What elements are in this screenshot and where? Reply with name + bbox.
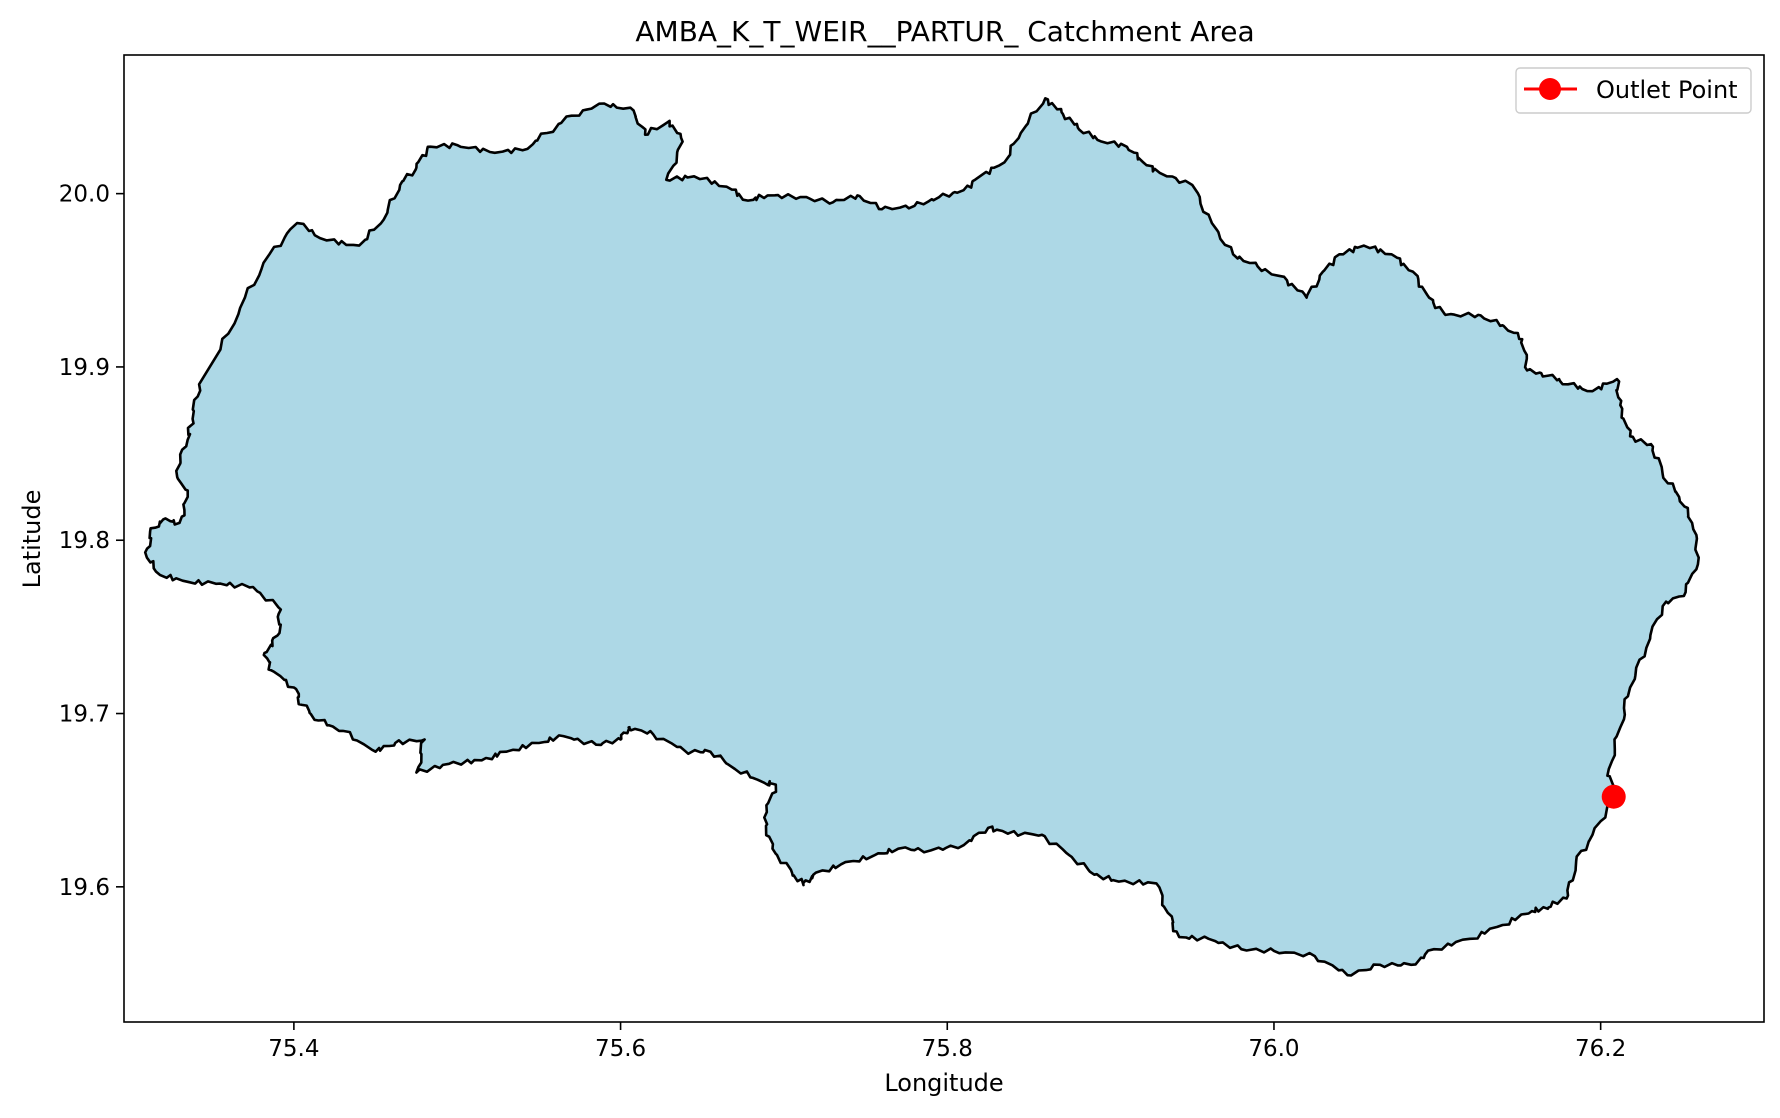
legend-box xyxy=(1515,67,1752,114)
y-tick-label: 19.8 xyxy=(59,528,110,554)
x-tick-label: 76.2 xyxy=(1575,1036,1626,1062)
x-tick-label: 76.0 xyxy=(1248,1036,1299,1062)
x-tick-label: 75.8 xyxy=(922,1036,973,1062)
outlet-point-marker[interactable] xyxy=(1601,784,1626,809)
axes-frame xyxy=(123,54,1765,1023)
chart-title: AMBA_K_T_WEIR__PARTUR_ Catchment Area xyxy=(635,15,1254,48)
y-tick-label: 19.6 xyxy=(59,875,110,901)
legend: Outlet Point xyxy=(1515,67,1752,114)
x-tick-label: 75.4 xyxy=(268,1036,319,1062)
y-tick-label: 19.9 xyxy=(59,355,110,381)
legend-entry-outlet-point: Outlet Point xyxy=(1596,76,1738,104)
x-axis-ticks: 75.4 75.6 75.8 76.0 76.2 xyxy=(268,1022,1626,1062)
y-axis-ticks: 19.6 19.7 19.8 19.9 20.0 xyxy=(59,182,124,901)
catchment-polygon xyxy=(143,97,1700,977)
y-tick-label: 20.0 xyxy=(59,182,110,208)
x-axis-label: Longitude xyxy=(884,1069,1003,1097)
y-tick-label: 19.7 xyxy=(59,702,110,728)
x-tick-label: 75.6 xyxy=(595,1036,646,1062)
y-axis-label: Latitude xyxy=(18,490,46,589)
legend-marker-sample xyxy=(1539,78,1561,100)
